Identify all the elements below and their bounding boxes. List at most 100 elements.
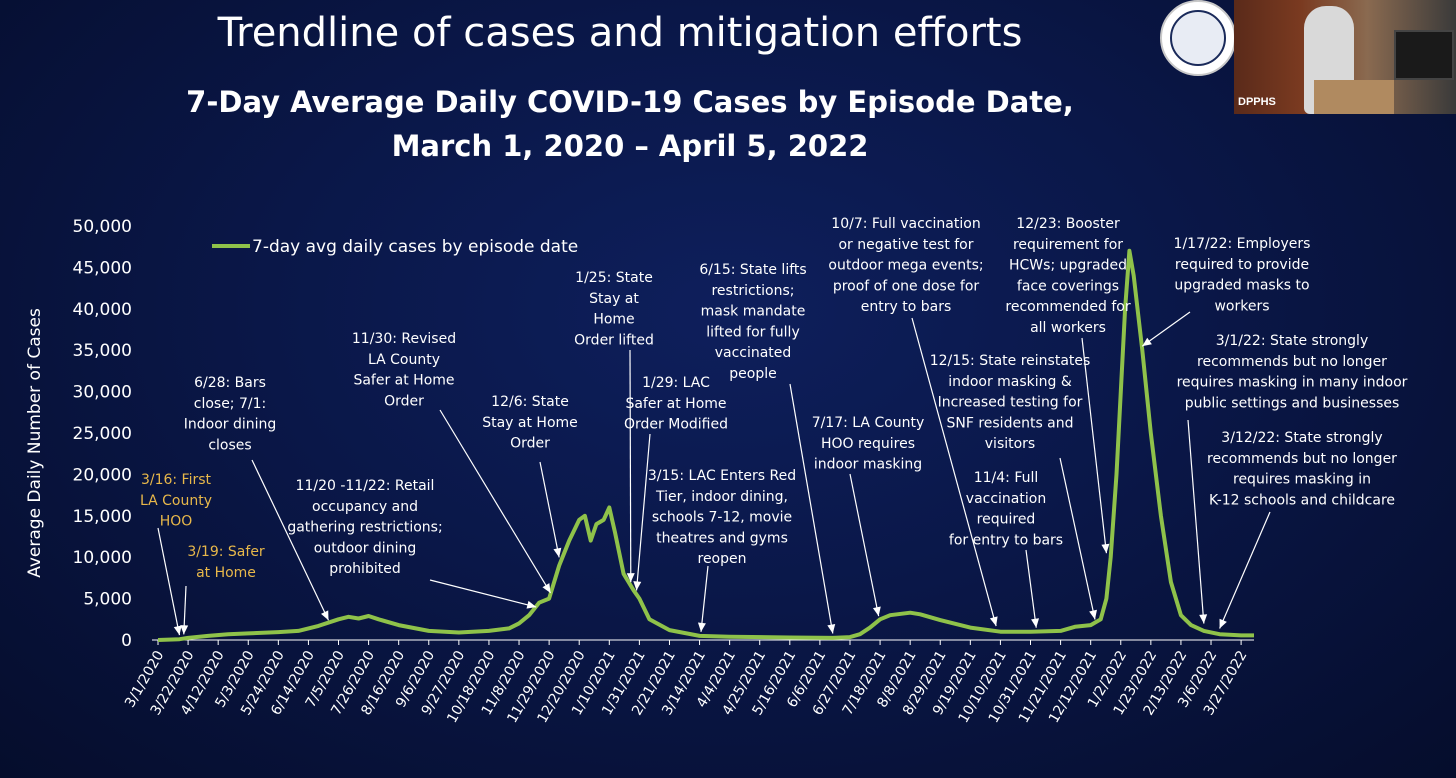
annotation-text: visitors bbox=[985, 436, 1035, 452]
y-tick-label: 10,000 bbox=[73, 548, 132, 568]
annotation: 11/30: Revised LA County Safer at Home Orde… bbox=[352, 331, 552, 594]
annotation-text: mask mandate bbox=[701, 304, 806, 320]
annotation: 3/12/22: State strongly recommends but no… bbox=[1207, 430, 1397, 629]
annotation-text: 3/12/22: State strongly bbox=[1221, 430, 1382, 446]
annotation-arrow bbox=[635, 433, 651, 591]
annotation-text: 6/28: Bars bbox=[194, 375, 266, 391]
annotation-text: Stay at bbox=[589, 291, 639, 307]
annotation-arrowhead bbox=[633, 581, 642, 591]
y-tick-label: 50,000 bbox=[73, 217, 132, 237]
slide-title: Trendline of cases and mitigation effort… bbox=[217, 10, 1023, 56]
annotation-arrow bbox=[700, 565, 709, 632]
annotation: 3/1/22: State strongly recommends but no … bbox=[1177, 333, 1408, 624]
y-tick-label: 20,000 bbox=[73, 465, 132, 485]
y-tick-label: 45,000 bbox=[73, 258, 132, 278]
annotation-text: close; 7/1: bbox=[194, 396, 266, 412]
annotation-text: proof of one dose for bbox=[833, 278, 980, 294]
y-tick-label: 0 bbox=[121, 631, 132, 651]
annotation-text: for entry to bars bbox=[949, 532, 1063, 548]
annotation-text: recommends but no longer bbox=[1197, 354, 1387, 370]
annotation: 3/15: LAC Enters Red Tier, indoor dining,… bbox=[648, 468, 796, 632]
annotation-text: or negative test for bbox=[838, 237, 973, 253]
annotation-text: HCWs; upgraded bbox=[1009, 258, 1127, 274]
annotation-text: Safer at Home bbox=[353, 373, 454, 389]
annotation-text: 6/15: State lifts bbox=[699, 262, 806, 278]
annotation-arrowhead bbox=[872, 606, 881, 617]
annotation-text: face coverings bbox=[1017, 278, 1119, 294]
annotation-arrowhead bbox=[1142, 337, 1152, 347]
annotation-text: 11/20 -11/22: Retail bbox=[296, 478, 435, 494]
annotation-text: Order lifted bbox=[574, 332, 654, 348]
annotation: 1/29: LAC Safer at Home Order Modified bbox=[624, 375, 728, 591]
annotation-text: closes bbox=[208, 437, 251, 453]
annotation-text: 1/25: State bbox=[575, 270, 653, 286]
monitor-icon bbox=[1394, 30, 1454, 80]
annotation-text: occupancy and bbox=[312, 499, 418, 515]
video-label: DPPHS bbox=[1238, 96, 1276, 108]
annotation: 6/15: State lifts restrictions; mask manda… bbox=[699, 262, 836, 634]
annotation-arrowhead bbox=[1089, 609, 1097, 620]
annotation-text: 11/4: Full bbox=[974, 470, 1039, 486]
annotation-text: entry to bars bbox=[861, 299, 952, 315]
annotation-text: Order bbox=[510, 436, 550, 452]
annotation-text: upgraded masks to bbox=[1174, 278, 1309, 294]
annotation: 10/7: Full vaccination or negative test f… bbox=[828, 216, 998, 627]
annotation-text: people bbox=[729, 366, 776, 382]
annotation-arrow bbox=[429, 579, 537, 608]
annotation: 1/17/22: Employers required to provide upg… bbox=[1141, 236, 1311, 347]
annotation-text: lifted for fully bbox=[706, 324, 799, 340]
annotation-arrow bbox=[1059, 457, 1096, 620]
annotation-arrow bbox=[539, 461, 560, 558]
annotation-text: 10/7: Full vaccination bbox=[831, 216, 980, 232]
annotation-text: 12/23: Booster bbox=[1016, 216, 1120, 232]
annotation-arrow bbox=[1141, 311, 1191, 347]
annotation-arrowhead bbox=[1031, 618, 1040, 628]
annotation-text: 12/6: State bbox=[491, 394, 569, 410]
annotation-arrow bbox=[1081, 337, 1108, 554]
y-tick-label: 15,000 bbox=[73, 507, 132, 527]
legend-label: 7-day avg daily cases by episode date bbox=[252, 237, 578, 257]
annotation: 12/15: State reinstates indoor masking & I… bbox=[930, 353, 1097, 620]
annotation-text: Increased testing for bbox=[938, 395, 1083, 411]
annotation: 12/23: Booster requirement for HCWs; upgra… bbox=[1005, 216, 1131, 554]
y-tick-label: 30,000 bbox=[73, 383, 132, 403]
y-tick-label: 25,000 bbox=[73, 424, 132, 444]
annotation-text: indoor masking bbox=[814, 457, 922, 473]
annotation-text: outdoor mega events; bbox=[828, 258, 983, 274]
annotation-arrowhead bbox=[697, 622, 706, 632]
annotation-text: HOO bbox=[160, 514, 193, 530]
annotation-arrowhead bbox=[989, 616, 998, 627]
annotation-arrow bbox=[789, 383, 834, 634]
annotation-text: HOO requires bbox=[821, 436, 915, 452]
annotation-arrow bbox=[1219, 511, 1271, 629]
annotation-text: Indoor dining bbox=[184, 417, 277, 433]
annotation: 1/25: State Stay at Home Order lifted bbox=[574, 270, 654, 583]
annotation-text: workers bbox=[1214, 298, 1269, 314]
annotation-arrow bbox=[439, 409, 552, 594]
annotation-text: Stay at Home bbox=[482, 415, 578, 431]
annotation-text: all workers bbox=[1030, 320, 1106, 336]
annotation-text: at Home bbox=[196, 565, 256, 581]
annotation-text: K-12 schools and childcare bbox=[1209, 492, 1395, 508]
annotation-text: outdoor dining bbox=[314, 540, 416, 556]
annotation-arrowhead bbox=[1219, 618, 1227, 629]
annotation-text: 12/15: State reinstates bbox=[930, 353, 1091, 369]
annotation-arrowhead bbox=[173, 625, 182, 636]
annotation-text: recommended for bbox=[1005, 299, 1130, 315]
annotation-text: theatres and gyms bbox=[656, 530, 788, 546]
annotation-arrowhead bbox=[1101, 543, 1110, 554]
annotation-text: 11/30: Revised bbox=[352, 331, 456, 347]
annotation-arrow bbox=[1025, 549, 1037, 628]
annotation-arrowhead bbox=[321, 610, 329, 621]
annotation-arrow bbox=[629, 349, 632, 583]
annotation-arrowhead bbox=[1199, 614, 1208, 624]
annotation-arrowhead bbox=[542, 583, 551, 593]
y-tick-label: 5,000 bbox=[83, 590, 132, 610]
annotation-arrowhead bbox=[526, 600, 537, 609]
y-axis-label: Average Daily Number of Cases bbox=[25, 308, 45, 578]
annotation-text: Safer at Home bbox=[625, 396, 726, 412]
chart-subtitle: 7-Day Average Daily COVID-19 Cases by Ep… bbox=[0, 80, 1260, 168]
annotation-text: 1/17/22: Employers bbox=[1174, 236, 1311, 252]
annotation-text: Order bbox=[384, 393, 424, 409]
